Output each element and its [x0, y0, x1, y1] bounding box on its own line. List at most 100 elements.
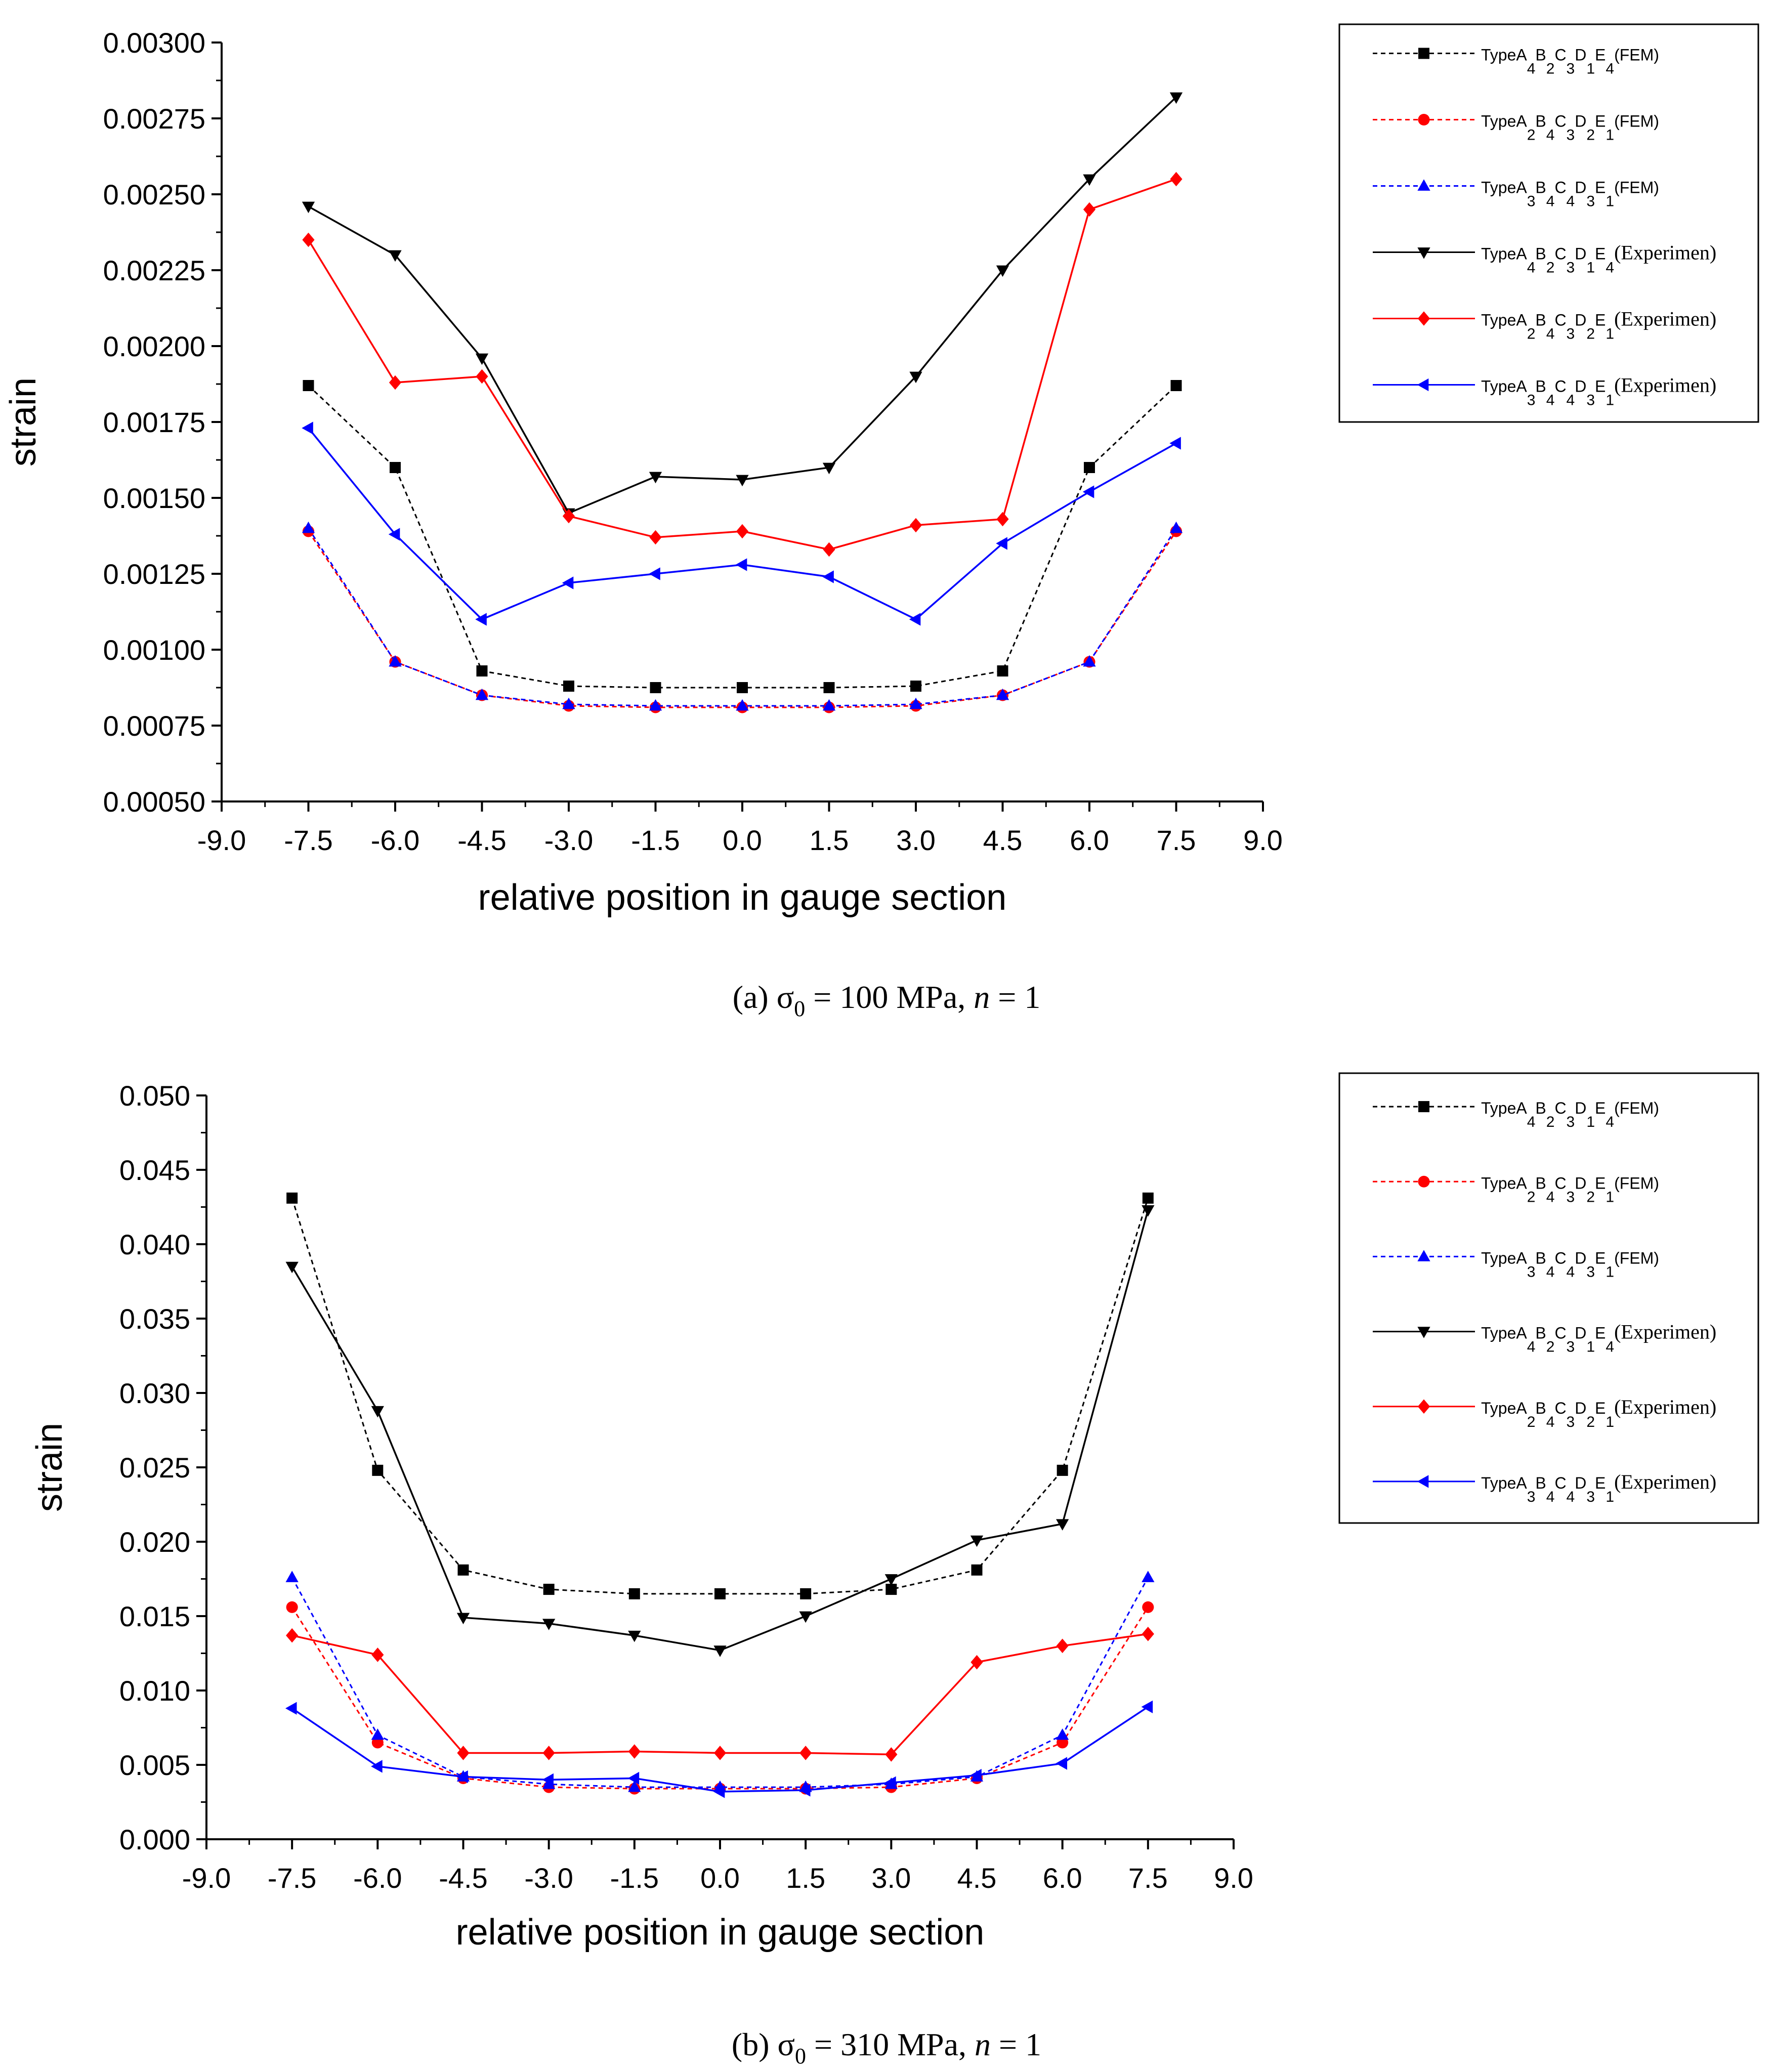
legend-entry-label: TypeA2B4C3D2E1(FEM): [1481, 112, 1659, 144]
data-point: [371, 1406, 384, 1418]
data-point: [823, 542, 835, 557]
data-point: [388, 528, 400, 541]
data-point: [302, 232, 315, 247]
legend-entry-label: TypeA3B4C4D3E1(FEM): [1481, 179, 1659, 210]
data-point: [303, 380, 314, 391]
x-tick-label: 6.0: [1043, 1862, 1082, 1894]
data-point: [996, 265, 1009, 277]
y-tick-label: 0.00125: [103, 558, 205, 590]
data-point: [286, 1628, 299, 1643]
series-line: [291, 1577, 1149, 1788]
data-point: [286, 1601, 298, 1613]
data-point: [910, 681, 921, 692]
legend-entry-label: TypeA4B2C3D1E4(Experimen): [1481, 241, 1716, 276]
data-point: [997, 665, 1008, 676]
legend-swatch-marker: [1417, 1250, 1430, 1261]
data-point: [628, 1630, 641, 1642]
data-point: [1057, 1464, 1068, 1476]
data-point: [735, 558, 747, 571]
x-tick-label: 7.5: [1128, 1862, 1168, 1894]
data-point: [823, 682, 835, 693]
legend-swatch-marker: [1417, 1475, 1429, 1488]
figure-caption: (a) σ0 = 100 MPa, n = 1: [733, 979, 1041, 1021]
data-point: [649, 567, 660, 580]
data-point: [970, 1535, 984, 1547]
x-tick-label: -7.5: [268, 1862, 317, 1894]
data-point: [996, 537, 1007, 550]
data-point: [1056, 1728, 1069, 1740]
legend-swatch-marker: [1417, 247, 1430, 259]
legend-box: [1338, 23, 1759, 423]
data-point: [1142, 1601, 1154, 1613]
data-point: [736, 699, 749, 711]
legend: TypeA4B2C3D1E4(FEM) TypeA2B4C3D2E1(FEM) Ty…: [1338, 1072, 1759, 1524]
chart-panel-a: 0.00050 0.00075 0.00100 0.00125 0.00150 0.001…: [3, 23, 1759, 1021]
data-point: [562, 576, 574, 589]
legend: TypeA4B2C3D1E4(FEM) TypeA2B4C3D2E1(FEM) Ty…: [1338, 23, 1759, 423]
y-tick-label: 0.00200: [103, 330, 205, 362]
data-point: [714, 1588, 726, 1599]
data-point: [1083, 202, 1096, 217]
data-point: [1082, 485, 1094, 498]
legend-entry-label: TypeA2B4C3D2E1(Experimen): [1481, 1396, 1716, 1430]
data-point: [1170, 380, 1182, 391]
x-tick-label: 9.0: [1214, 1862, 1253, 1894]
data-point: [389, 375, 402, 390]
data-point: [970, 1768, 982, 1782]
data-point: [996, 512, 1009, 527]
y-tick-label: 0.00150: [103, 482, 205, 514]
y-axis-label: strain: [29, 1423, 70, 1512]
series-5: [302, 172, 1183, 557]
data-point: [390, 462, 401, 473]
data-point: [563, 681, 574, 692]
data-point: [456, 1770, 468, 1784]
y-tick-label: 0.00100: [103, 634, 205, 666]
data-point: [1169, 521, 1183, 533]
data-point: [457, 1564, 469, 1576]
data-point: [371, 1647, 384, 1662]
x-tick-label: -9.0: [182, 1862, 231, 1894]
y-tick-label: 0.00250: [103, 179, 205, 210]
x-tick-label: -6.0: [371, 824, 420, 856]
data-point: [822, 570, 834, 583]
y-tick-label: 0.010: [119, 1675, 190, 1707]
legend-entry-label: TypeA3B4C4D3E1(FEM): [1481, 1249, 1659, 1280]
series-4: [302, 92, 1183, 520]
x-tick-label: 4.5: [983, 824, 1023, 856]
data-point: [736, 524, 749, 539]
series-4: [285, 1205, 1155, 1657]
data-point: [542, 1746, 555, 1760]
data-point: [1170, 172, 1183, 187]
data-point: [649, 472, 662, 484]
data-point: [884, 1574, 898, 1586]
x-axis-label: relative position in gauge section: [456, 1912, 985, 1953]
y-tick-label: 0.045: [119, 1154, 190, 1186]
x-tick-label: -6.0: [353, 1862, 402, 1894]
data-point: [1169, 92, 1183, 104]
data-point: [562, 697, 575, 709]
data-point: [562, 509, 575, 524]
x-tick-label: -3.0: [544, 824, 594, 856]
data-point: [799, 1746, 812, 1760]
data-point: [302, 201, 315, 214]
x-tick-label: 6.0: [1070, 824, 1109, 856]
data-point: [285, 1702, 297, 1715]
data-point: [713, 1645, 727, 1657]
legend-swatch-marker: [1417, 1327, 1430, 1338]
data-point: [628, 1780, 641, 1792]
legend-box: [1338, 1072, 1759, 1524]
data-point: [909, 697, 922, 709]
legend-swatch-marker: [1418, 1101, 1429, 1113]
data-point: [822, 462, 836, 475]
series-6: [302, 421, 1181, 626]
x-tick-label: 3.0: [871, 1862, 911, 1894]
x-tick-label: -4.5: [457, 824, 506, 856]
data-point: [909, 613, 921, 626]
data-point: [285, 1261, 299, 1274]
data-point: [302, 521, 315, 533]
data-point: [475, 353, 489, 365]
series-5: [286, 1626, 1154, 1762]
y-axis-label: strain: [3, 377, 44, 467]
data-point: [542, 1619, 556, 1630]
data-point: [713, 1785, 725, 1798]
